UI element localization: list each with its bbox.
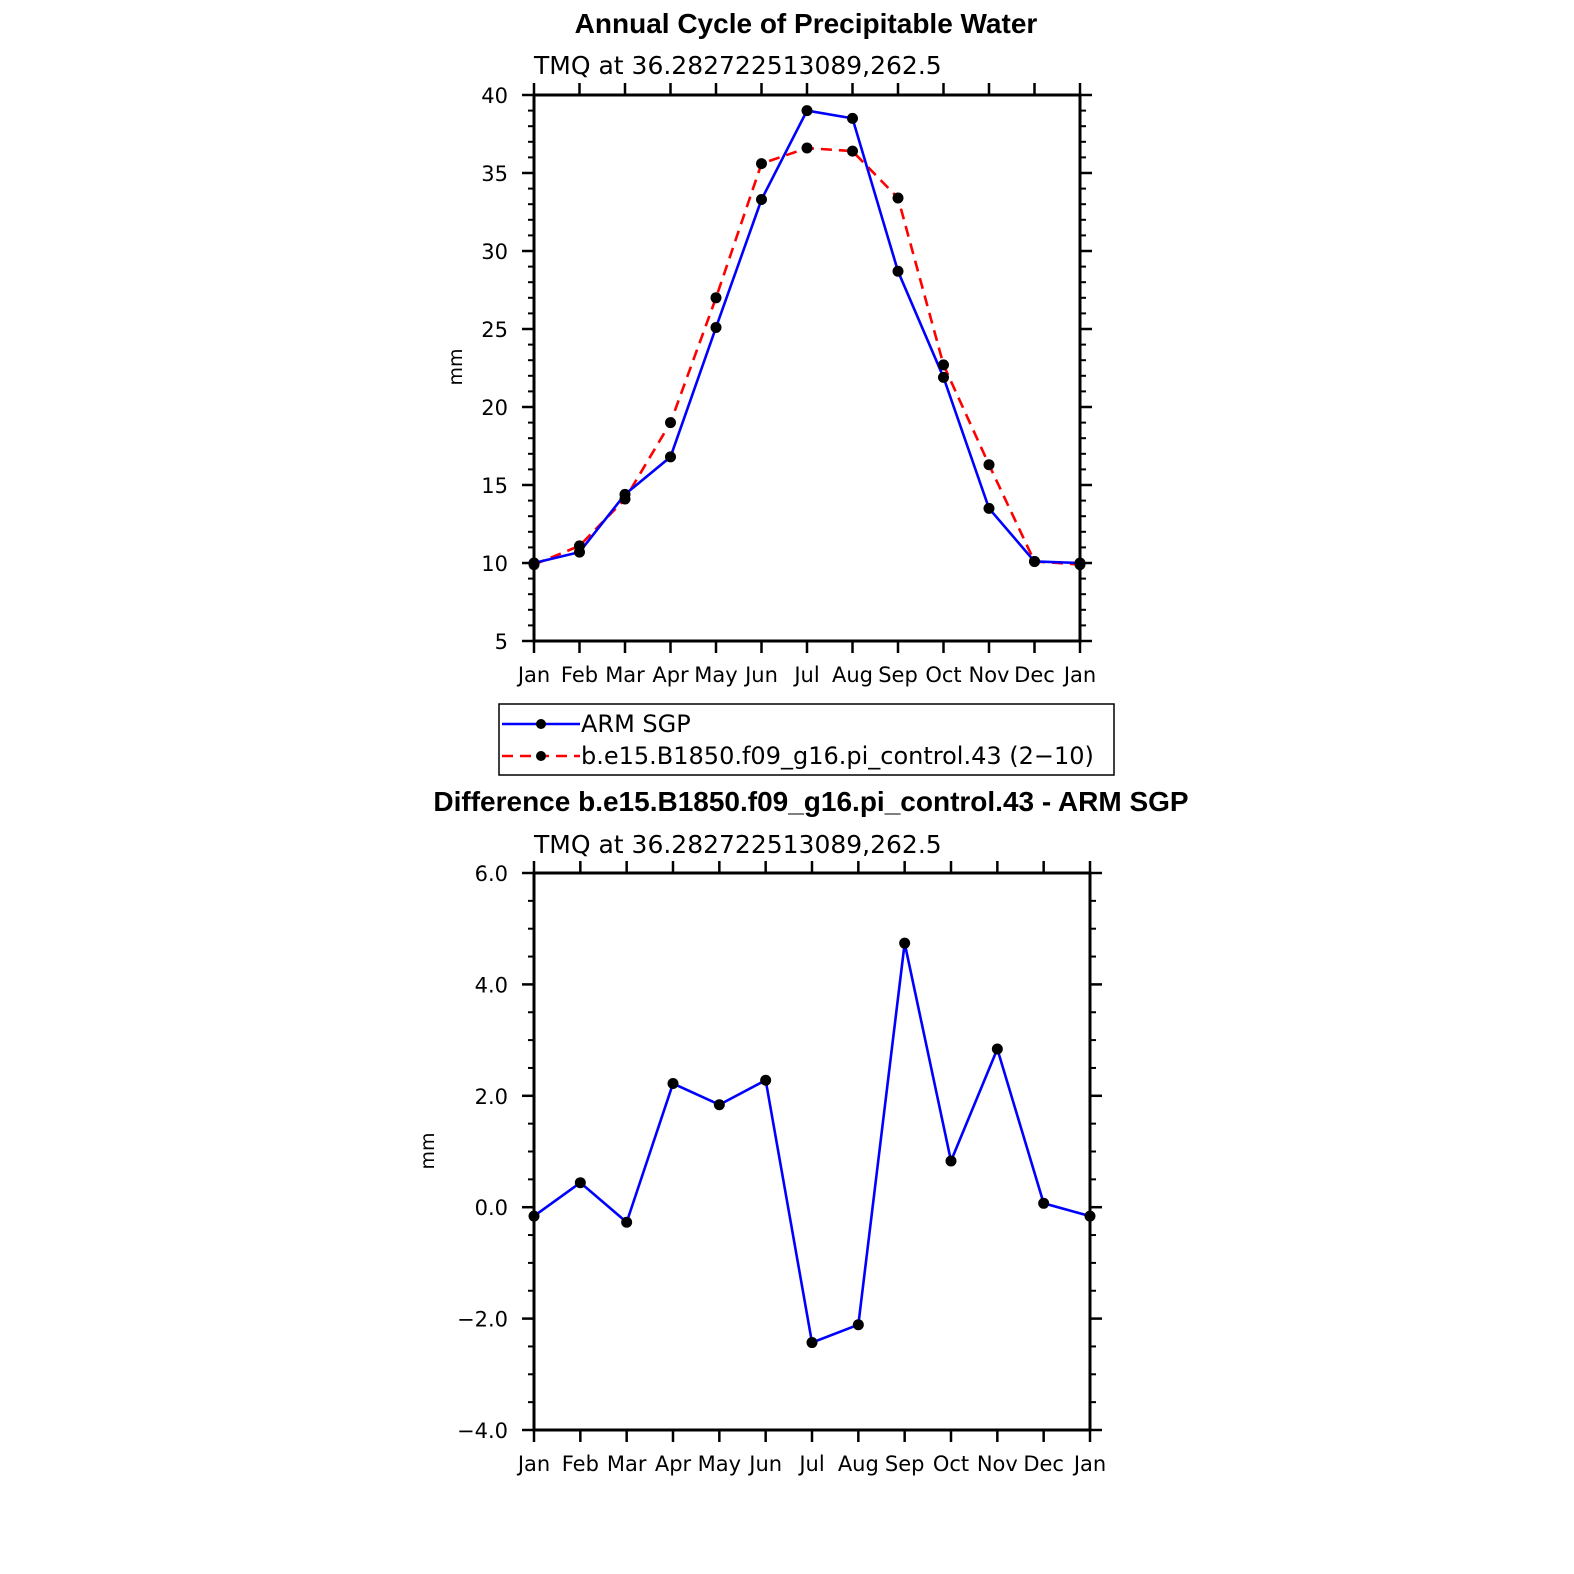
y-tick-label: −2.0 (457, 1308, 508, 1332)
y-tick-label: 6.0 (475, 862, 508, 886)
x-tick-label: Sep (878, 663, 918, 687)
data-point-s0-10 (983, 502, 995, 514)
x-tick-label: Sep (885, 1452, 925, 1476)
data-point-s0-7 (847, 112, 858, 124)
data-point-s0-9 (938, 371, 949, 383)
y-tick-label: 0.0 (475, 1196, 508, 1220)
data-point-s0-4 (713, 1099, 725, 1111)
y-tick-label: 4.0 (475, 973, 508, 997)
x-tick-label: Dec (1023, 1452, 1064, 1476)
data-point-s0-6 (806, 1337, 818, 1349)
data-point-s0-7 (852, 1319, 864, 1331)
y-tick-label: 5 (495, 630, 508, 654)
x-tick-label: Nov (977, 1452, 1018, 1476)
x-tick-label: Apr (652, 663, 689, 687)
x-tick-label: May (694, 663, 737, 687)
x-tick-label: Feb (562, 1452, 599, 1476)
data-point-s0-5 (760, 1074, 772, 1086)
chart1-plot-frame (532, 93, 1082, 643)
x-tick-label: Jun (747, 1452, 782, 1476)
x-tick-label: Feb (561, 663, 598, 687)
data-point-s1-5 (756, 158, 767, 170)
data-point-s0-6 (801, 105, 813, 117)
x-tick-label: Oct (925, 663, 961, 687)
x-tick-label: Jan (1072, 1452, 1106, 1476)
data-point-s0-5 (756, 194, 767, 206)
data-point-s0-3 (667, 1078, 679, 1090)
data-point-s0-3 (665, 451, 676, 463)
data-point-s1-0 (528, 559, 540, 571)
x-tick-label: Jun (743, 663, 778, 687)
legend-label-arm-sgp: ARM SGP (581, 710, 691, 738)
x-tick-label: Jan (516, 1452, 550, 1476)
y-tick-label: 30 (481, 240, 508, 264)
x-tick-label: Jan (516, 663, 550, 687)
x-tick-label: Jul (792, 663, 819, 687)
data-point-s1-12 (1074, 559, 1086, 571)
chart2-title: Difference b.e15.B1850.f09_g16.pi_contro… (433, 786, 1188, 817)
y-tick-label: 15 (481, 474, 508, 498)
annual-cycle-chart: Annual Cycle of Precipitable Water TMQ a… (445, 8, 1096, 687)
y-tick-label: 35 (481, 162, 508, 186)
data-point-s1-2 (619, 493, 631, 505)
x-tick-label: Nov (969, 663, 1010, 687)
data-point-s0-12 (1084, 1210, 1096, 1222)
series-line-0 (533, 109, 1081, 565)
chart1-legend: ARM SGP b.e15.B1850.f09_g16.pi_control.4… (498, 703, 1115, 776)
y-tick-label: 10 (481, 552, 508, 576)
data-point-s0-1 (574, 1177, 586, 1189)
difference-chart: Difference b.e15.B1850.f09_g16.pi_contro… (417, 786, 1189, 1476)
data-point-s0-0 (528, 1210, 540, 1222)
data-point-s1-11 (1029, 555, 1040, 567)
x-tick-label: Jul (797, 1452, 824, 1476)
x-tick-label: Jan (1062, 663, 1096, 687)
legend-marker-model (536, 751, 546, 761)
data-point-s1-7 (847, 145, 858, 157)
data-point-s1-3 (665, 417, 676, 429)
y-tick-label: 2.0 (475, 1085, 508, 1109)
legend-label-model: b.e15.B1850.f09_g16.pi_control.43 (2−10) (581, 742, 1094, 770)
data-point-s1-6 (801, 142, 813, 154)
legend-marker-arm-sgp (536, 719, 546, 729)
data-point-s1-1 (574, 540, 585, 552)
data-point-s0-9 (945, 1155, 957, 1167)
x-tick-label: Oct (933, 1452, 969, 1476)
series-line-1 (533, 146, 1081, 566)
x-tick-label: Mar (607, 1452, 647, 1476)
x-tick-label: Mar (605, 663, 645, 687)
data-point-s0-11 (1038, 1197, 1050, 1209)
chart1-title: Annual Cycle of Precipitable Water (575, 8, 1038, 39)
chart1-y-axis-label: mm (445, 348, 467, 385)
data-point-s0-10 (991, 1043, 1003, 1055)
data-point-s1-4 (710, 292, 722, 304)
x-tick-label: May (698, 1452, 741, 1476)
data-point-s0-4 (710, 321, 722, 333)
series-line-0 (533, 942, 1091, 1345)
data-point-s0-8 (899, 937, 911, 949)
data-point-s0-8 (892, 265, 904, 277)
data-point-s0-2 (621, 1216, 633, 1228)
y-tick-label: 40 (481, 84, 508, 108)
data-point-s1-8 (892, 192, 904, 204)
data-point-s1-9 (938, 359, 949, 371)
chart2-y-axis-label: mm (417, 1132, 439, 1169)
x-tick-label: Dec (1014, 663, 1055, 687)
y-tick-label: −4.0 (457, 1419, 508, 1443)
legend-box (498, 703, 1115, 776)
chart1-subtitle: TMQ at 36.282722513089,262.5 (533, 51, 942, 80)
x-tick-label: Apr (655, 1452, 692, 1476)
y-tick-label: 20 (481, 396, 508, 420)
x-tick-label: Aug (838, 1452, 879, 1476)
data-point-s1-10 (983, 459, 995, 471)
x-tick-label: Aug (832, 663, 873, 687)
y-tick-label: 25 (481, 318, 508, 342)
chart2-subtitle: TMQ at 36.282722513089,262.5 (533, 830, 942, 859)
